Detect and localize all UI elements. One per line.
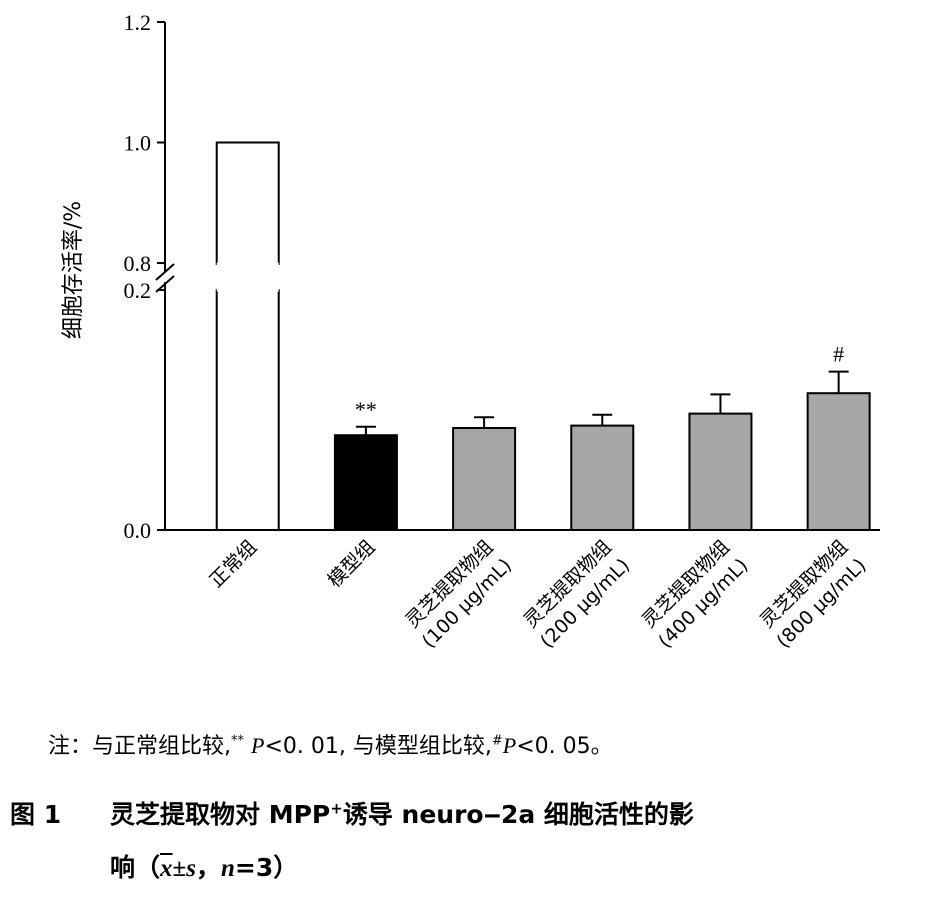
x-tick-label: 正常组 — [205, 536, 261, 592]
bar — [688, 412, 753, 532]
y-tick-label: 0.2 — [124, 278, 152, 303]
x-tick-label: 灵芝提取物组(100 μg/mL) — [399, 536, 516, 653]
figure-number: 图 1 — [10, 800, 62, 829]
bar — [570, 424, 635, 532]
figure-caption-line2: 响（x±s，n=3） — [110, 853, 299, 882]
y-tick-label: 1.2 — [124, 10, 152, 35]
bar-chart: 1.2 1.0 0.80.2 0.0 细胞存活率/% 正常组 ** 模型组 灵芝提取物组(100… — [61, 10, 880, 653]
bar — [215, 141, 280, 265]
significance-mark: ** — [355, 397, 377, 422]
y-tick-label: 1.0 — [124, 131, 152, 156]
axis-break-mark — [155, 263, 175, 281]
x-tick-label-line: 正常组 — [205, 536, 261, 592]
bar — [215, 289, 280, 531]
figure-caption-line1: 图 1 灵芝提取物对 MPP+诱导 neuro‒2a 细胞活性的影 — [10, 795, 694, 831]
bar — [333, 434, 398, 532]
bar — [806, 392, 871, 532]
significance-mark: # — [833, 342, 844, 367]
x-tick-label: 灵芝提取物组(200 μg/mL) — [518, 536, 635, 653]
x-tick-label-line: 模型组 — [324, 536, 380, 592]
y-axis-label: 细胞存活率/% — [61, 201, 86, 339]
x-tick-label: 灵芝提取物组(800 μg/mL) — [754, 536, 871, 653]
chart-note: 注：与正常组比较,** P<0. 01, 与模型组比较,#P<0. 05。 — [48, 733, 613, 759]
x-tick-label: 灵芝提取物组(400 μg/mL) — [636, 536, 753, 653]
y-tick-label: 0.0 — [124, 518, 152, 543]
x-tick-label: 模型组 — [324, 536, 380, 592]
y-tick-label: 0.8 — [124, 251, 152, 276]
bar — [452, 427, 517, 531]
